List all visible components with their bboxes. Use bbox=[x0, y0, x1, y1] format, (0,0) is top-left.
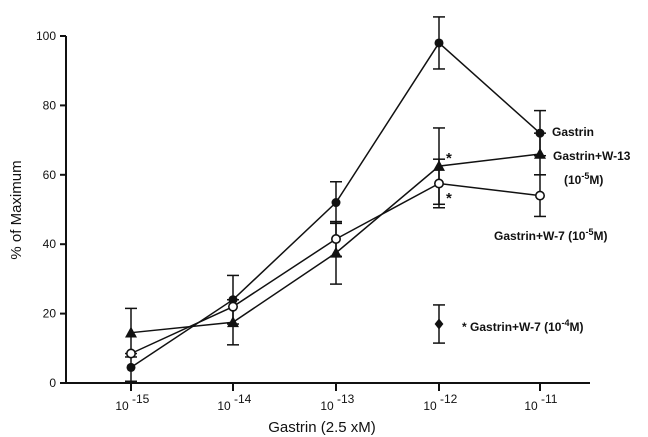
data-point-2-0 bbox=[126, 348, 137, 359]
data-point-0-1 bbox=[228, 295, 238, 305]
data-point-1-3 bbox=[433, 160, 445, 171]
series-label-w13-line1: Gastrin+W-13 bbox=[553, 149, 631, 163]
x-tick-exponent--12: -12 bbox=[440, 392, 458, 406]
data-point-2-1 bbox=[228, 301, 239, 312]
x-tick-label--14: 10 bbox=[217, 399, 231, 413]
data-point-1-1 bbox=[227, 316, 239, 328]
data-point-0-4 bbox=[535, 128, 545, 138]
data-point-0-2 bbox=[331, 198, 341, 208]
y-tick-label-60: 60 bbox=[43, 168, 57, 182]
x-tick-label--11: 10 bbox=[524, 399, 538, 413]
x-ticks: 10 -15 10 -14 10 -13 10 -12 10 -11 bbox=[115, 383, 558, 413]
y-tick-label-20: 20 bbox=[43, 307, 57, 321]
series-label-w7-1e-4: * Gastrin+W-7 (10-4M) bbox=[462, 318, 583, 334]
data-point-2-4 bbox=[534, 190, 545, 201]
data-point-1-0 bbox=[125, 326, 137, 338]
data-point-1-4 bbox=[534, 147, 546, 159]
data-point-0-0 bbox=[126, 362, 136, 372]
data-point-0-3 bbox=[434, 38, 444, 48]
markers bbox=[125, 38, 546, 372]
y-tick-label-40: 40 bbox=[43, 237, 57, 251]
data-point-2-2 bbox=[330, 233, 341, 244]
annotations: Gastrin Gastrin+W-13 (10-5M) Gastrin+W-7… bbox=[446, 125, 631, 334]
y-tick-label-0: 0 bbox=[49, 376, 56, 390]
data-point-1-2 bbox=[330, 246, 342, 258]
x-tick-exponent--13: -13 bbox=[337, 392, 355, 406]
x-tick-exponent--15: -15 bbox=[132, 392, 150, 406]
x-tick-label--15: 10 bbox=[115, 399, 129, 413]
x-tick-label--13: 10 bbox=[320, 399, 334, 413]
significance-star-w13: * bbox=[446, 150, 452, 167]
data-point-2-3 bbox=[433, 178, 444, 189]
x-tick-exponent--11: -11 bbox=[541, 392, 558, 406]
x-tick-exponent--14: -14 bbox=[234, 392, 252, 406]
y-tick-label-80: 80 bbox=[43, 98, 57, 112]
y-ticks: 0 20 40 60 80 100 bbox=[36, 29, 66, 390]
axes bbox=[65, 36, 590, 384]
series-label-w13-line2: (10-5M) bbox=[564, 171, 603, 187]
y-axis-label: % of Maximum bbox=[8, 160, 25, 259]
series-label-w7-1e-5: Gastrin+W-7 (10-5M) bbox=[494, 227, 607, 243]
x-axis-label: Gastrin (2.5 xM) bbox=[268, 419, 376, 436]
x-tick-label--12: 10 bbox=[423, 399, 437, 413]
significance-star-w7-1e-5: * bbox=[446, 190, 452, 207]
series-label-gastrin: Gastrin bbox=[552, 125, 594, 139]
data-point-3-0 bbox=[434, 318, 444, 330]
y-tick-label-100: 100 bbox=[36, 29, 56, 43]
